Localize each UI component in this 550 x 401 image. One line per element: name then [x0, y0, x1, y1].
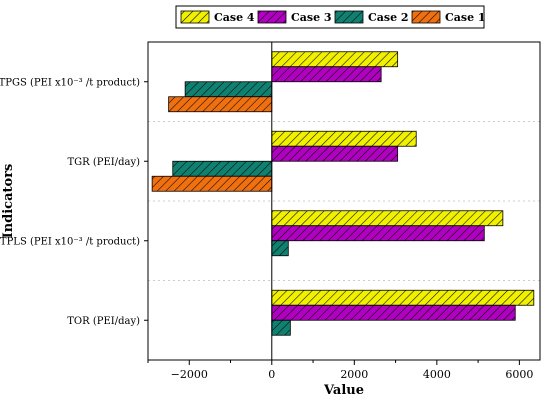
legend-item-case-2: Case 2 [334, 10, 409, 24]
plot-frame [147, 41, 541, 361]
bar-case-2-1 [172, 160, 273, 177]
bar-case-3-2 [271, 225, 485, 242]
category-label: TOR (PEI/day) [67, 316, 140, 327]
category-label: TGR (PEI/day) [67, 157, 140, 168]
x-tick-label: 0 [268, 368, 275, 381]
bar-case-2-0 [184, 81, 273, 98]
legend-item-case-3: Case 3 [257, 10, 332, 24]
bar-case-3-0 [271, 66, 382, 83]
legend-item-case-4: Case 4 [180, 10, 255, 24]
legend-label: Case 4 [214, 11, 255, 24]
x-tick-label: 4000 [423, 368, 451, 381]
bar-case-3-3 [271, 304, 516, 321]
bar-case-3-1 [271, 145, 399, 162]
category-label: TPGS (PEI x10⁻³ /t product) [0, 77, 140, 88]
x-axis-title: Value [323, 383, 364, 398]
legend-box [175, 5, 485, 29]
x-tick-label: 6000 [505, 368, 533, 381]
legend-item-case-1: Case 1 [411, 10, 486, 24]
bar-case-1-1 [151, 175, 273, 192]
x-tick-label: −2000 [171, 368, 208, 381]
category-label: TPLS (PEI x10⁻³ /t product) [0, 236, 140, 247]
bar-case-1-0 [168, 96, 273, 113]
bar-case-4-0 [271, 51, 399, 68]
y-axis-title: Indicators [1, 164, 16, 239]
bar-case-2-3 [271, 319, 291, 336]
x-tick-label: 2000 [340, 368, 368, 381]
legend-label: Case 2 [368, 11, 409, 24]
bar-case-2-2 [271, 240, 289, 257]
legend-label: Case 1 [445, 11, 486, 24]
bar-case-4-3 [271, 289, 535, 306]
bar-case-4-2 [271, 210, 504, 227]
legend-label: Case 3 [291, 11, 332, 24]
bar-case-4-1 [271, 130, 417, 147]
